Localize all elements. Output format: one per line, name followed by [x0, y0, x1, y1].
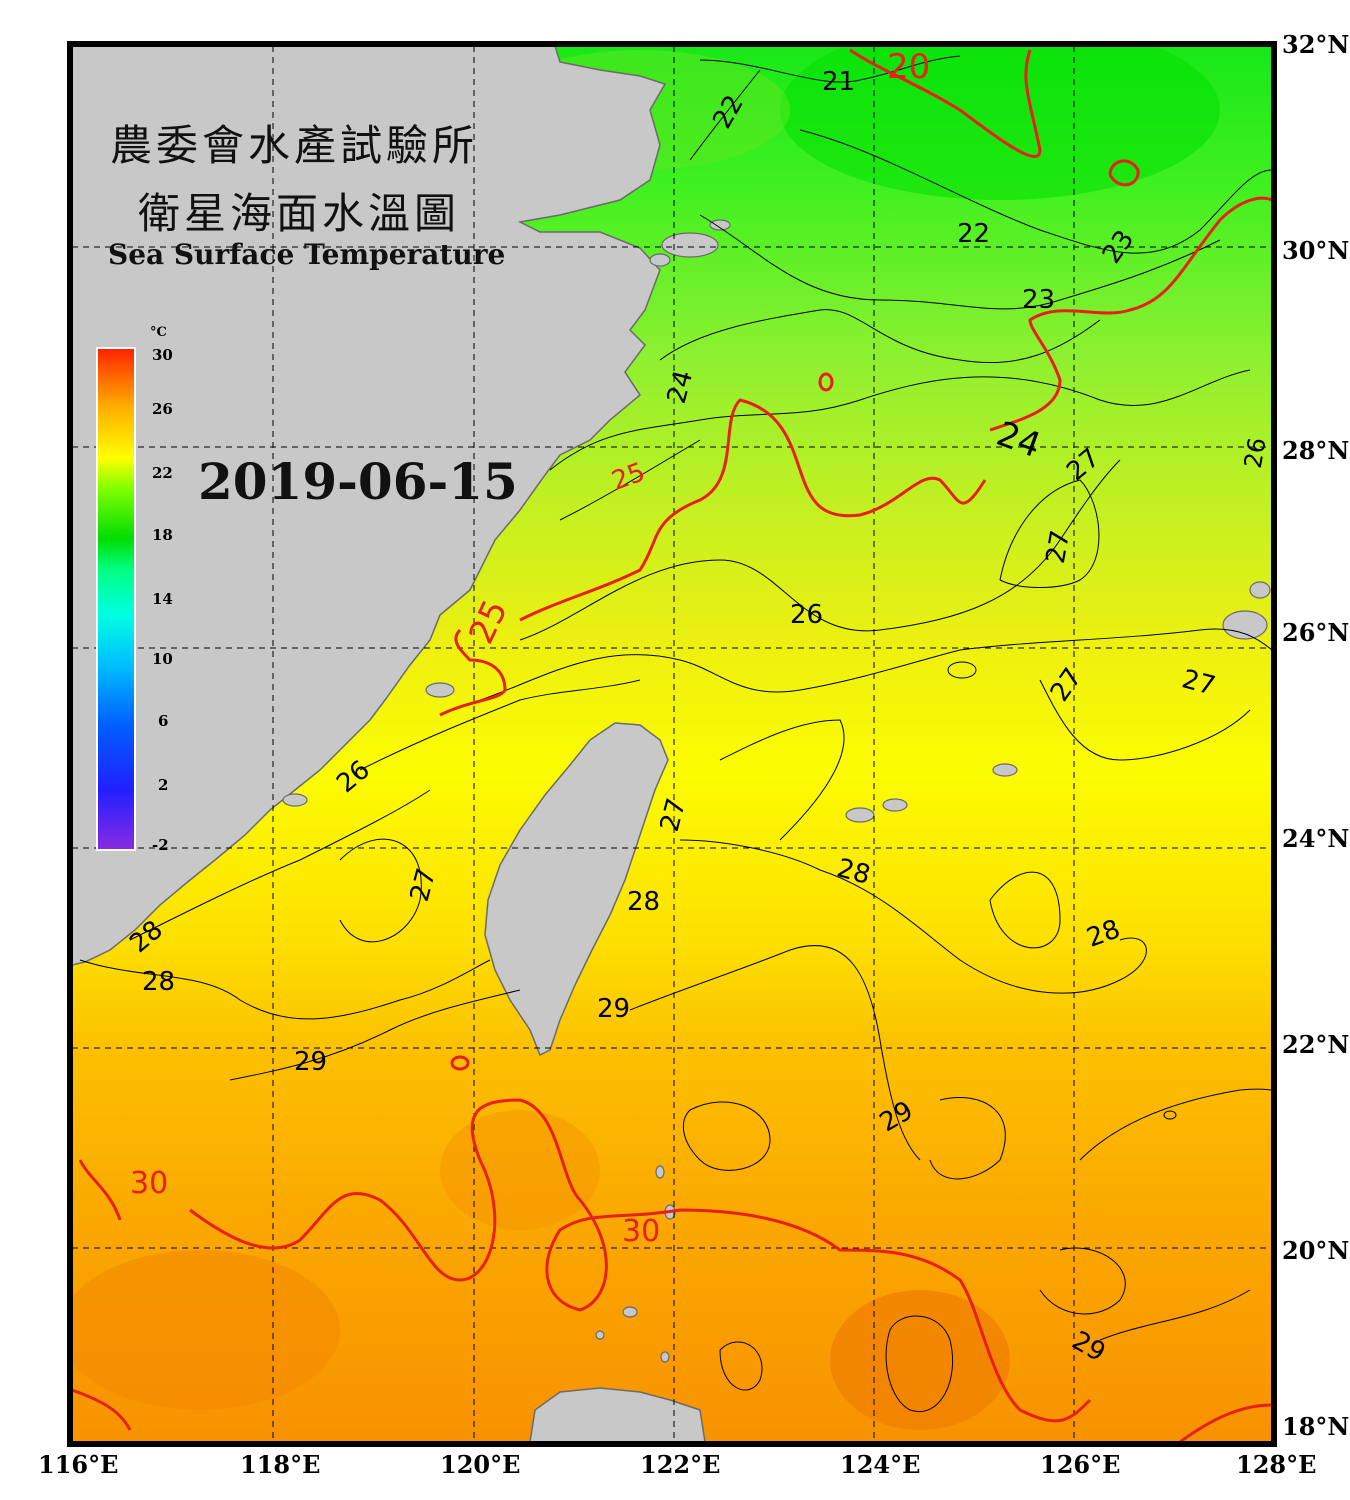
lat-label: 20°N: [1282, 1236, 1350, 1265]
isotherm-label: 26: [1238, 435, 1272, 471]
title-chinese-line1: 農委會水產試驗所: [110, 121, 479, 170]
lon-label: 128°E: [1236, 1450, 1317, 1479]
isotherm-label: 21: [822, 67, 856, 98]
islands: [282, 219, 1271, 1363]
cool-patch: [780, 46, 1220, 200]
isotherm-label: 22: [957, 219, 991, 250]
colorbar-tick: 30: [152, 346, 173, 364]
lon-label: 124°E: [840, 1450, 921, 1479]
isotherm-label: 27: [654, 795, 693, 836]
lon-label: 126°E: [1040, 1450, 1121, 1479]
isotherm-label: 29: [597, 994, 631, 1025]
isotherm-label: 23: [1022, 285, 1056, 316]
isotherm-label: 20: [887, 46, 931, 87]
lat-label: 18°N: [1282, 1412, 1350, 1441]
lat-label: 30°N: [1282, 236, 1350, 265]
isotherm-label: 27: [1040, 528, 1077, 567]
map-border: [67, 41, 1277, 1447]
colorbar-tick: -2: [152, 836, 169, 854]
lon-label: 120°E: [440, 1450, 521, 1479]
colorbar: [96, 347, 136, 851]
colorbar-tick: 26: [152, 400, 173, 418]
taiwan-island: [484, 722, 669, 1057]
lat-label: 24°N: [1282, 824, 1350, 853]
isotherm-label: 30: [622, 1214, 661, 1249]
warm-patch: [830, 1290, 1010, 1430]
lat-label: 26°N: [1282, 618, 1350, 647]
colorbar-tick: 6: [158, 712, 169, 730]
isotherm-label: 29: [294, 1047, 328, 1078]
warm-patch: [440, 1110, 600, 1230]
isotherm-label: 28: [627, 887, 661, 918]
title-chinese-line2: 衛星海面水溫圖: [138, 189, 461, 238]
colorbar-tick: 22: [152, 464, 173, 482]
lat-label: 28°N: [1282, 436, 1350, 465]
isotherm-label: 30: [130, 1166, 169, 1201]
isotherm-lines: [79, 55, 1272, 1413]
lon-label: 118°E: [240, 1450, 321, 1479]
warm-patch: [72, 1250, 340, 1410]
lon-label: 116°E: [38, 1450, 119, 1479]
lat-label: 22°N: [1282, 1030, 1350, 1059]
mainland-china-landmass: [72, 46, 667, 966]
colorbar-unit: °C: [150, 325, 167, 340]
map-date: 2019-06-15: [198, 452, 518, 511]
colorbar-tick: 10: [152, 650, 173, 668]
highlighted-isotherms: [72, 48, 1272, 1442]
title-english: Sea Surface Temperature: [108, 238, 506, 271]
colorbar-tick: 14: [152, 590, 173, 608]
colorbar-tick: 18: [152, 526, 173, 544]
isotherm-label: 28: [142, 967, 176, 998]
colorbar-tick: 2: [158, 776, 169, 794]
lon-label: 122°E: [640, 1450, 721, 1479]
isotherm-label: 24: [661, 367, 700, 408]
isotherm-label: 27: [404, 865, 443, 906]
luzon-landmass: [529, 1387, 706, 1442]
isotherm-label: 26: [790, 600, 824, 631]
lat-label: 32°N: [1282, 30, 1350, 59]
